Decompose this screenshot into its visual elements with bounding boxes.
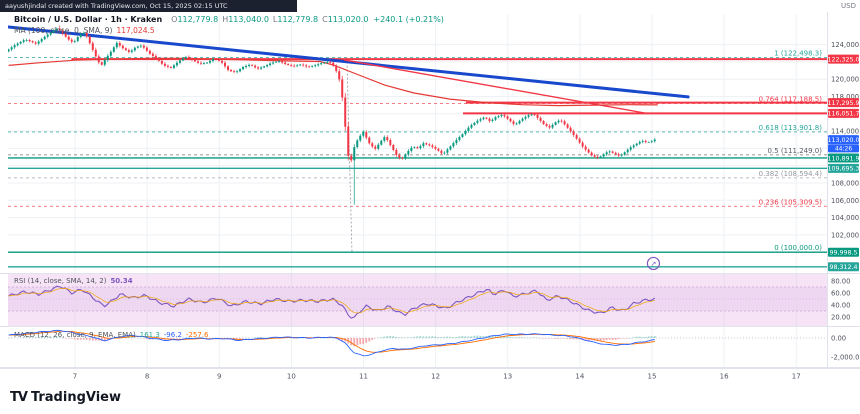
- macd-signal-value: -257.6: [185, 331, 209, 339]
- time-tick-label: 13: [503, 373, 512, 381]
- price-tick-label: 106,000.0: [831, 197, 860, 205]
- low-label: L: [272, 15, 278, 24]
- price-label-chip: [828, 262, 859, 272]
- fib-level-label: 1 (122,498.3): [774, 50, 822, 58]
- fib-level-label: 0 (100,000.0): [774, 244, 822, 252]
- svg-text:116,051.7: 116,051.7: [827, 111, 859, 118]
- ma-legend[interactable]: MA (100, close, 0, SMA, 9) 117,024.5: [14, 26, 155, 35]
- time-tick-label: 9: [217, 373, 221, 381]
- symbol-title[interactable]: Bitcoin / U.S. Dollar · 1h · Kraken: [14, 15, 163, 24]
- price-label-chip: [828, 108, 859, 118]
- ma-legend-value: 117,024.5: [116, 26, 155, 35]
- fib-level-label: 0.236 (105,309.5): [759, 198, 823, 206]
- svg-text:109,695.3: 109,695.3: [827, 166, 859, 173]
- macd-tick-label: -2,000.0: [831, 354, 859, 362]
- time-tick-label: 14: [575, 373, 584, 381]
- fib-level-label: 0.5 (111,249.0): [768, 147, 823, 155]
- fib-level-label: 0.618 (113,901.8): [759, 124, 823, 132]
- price-pane[interactable]: ↗: [8, 14, 828, 273]
- rsi-tick-label: 80.00: [831, 278, 850, 286]
- time-tick-label: 8: [145, 373, 149, 381]
- svg-text:110,891.9: 110,891.9: [827, 155, 859, 162]
- fib-level-label: 0.382 (108,594.4): [759, 170, 823, 178]
- fib-level-label: 0.764 (117,188.5): [759, 96, 823, 104]
- price-tick-label: 108,000.0: [831, 180, 860, 188]
- price-label-chip: [828, 98, 859, 108]
- publication-info-bar: aayushjindal created with TradingView.co…: [0, 0, 297, 12]
- time-tick-label: 12: [431, 373, 440, 381]
- time-tick-label: 7: [73, 373, 77, 381]
- price-tick-label: 114,000.0: [831, 128, 860, 136]
- open-label: O: [171, 15, 178, 24]
- svg-text:↗: ↗: [651, 260, 657, 268]
- price-label-chip: [828, 153, 859, 163]
- price-label-chip: [828, 54, 859, 64]
- change-value: +240.1 (+0.21%): [373, 15, 444, 24]
- svg-text:122,325.0: 122,325.0: [827, 56, 859, 63]
- low-value: 112,779.8: [277, 15, 319, 24]
- svg-text:98,312.4: 98,312.4: [829, 264, 857, 271]
- publication-info-text: aayushjindal created with TradingView.co…: [5, 2, 228, 10]
- price-tick-label: 102,000.0: [831, 231, 860, 239]
- circled-arrow-annotation[interactable]: [646, 256, 661, 271]
- svg-text:99,998.5: 99,998.5: [829, 250, 857, 257]
- currency-label: USD: [841, 2, 856, 10]
- rsi-tick-label: 60.00: [831, 290, 850, 298]
- rsi-legend-label: RSI (14, close, SMA, 14, 2): [14, 277, 107, 285]
- svg-text:113,020.0: 113,020.0: [827, 137, 859, 144]
- macd-legend[interactable]: MACD (12, 26, close, 9, EMA, EMA) 161.3 -9…: [14, 331, 208, 339]
- price-tick-label: 120,000.0: [831, 76, 860, 84]
- price-tick-label: 118,000.0: [831, 93, 860, 101]
- svg-text:117,295.9: 117,295.9: [827, 100, 859, 107]
- price-label-chip: [828, 135, 859, 145]
- price-label-chip: [828, 247, 859, 257]
- rsi-legend[interactable]: RSI (14, close, SMA, 14, 2) 50.34: [14, 277, 133, 285]
- time-tick-label: 15: [648, 373, 657, 381]
- symbol-legend[interactable]: Bitcoin / U.S. Dollar · 1h · Kraken O112,…: [14, 15, 444, 24]
- close-label: C: [322, 15, 328, 24]
- svg-text:44:26: 44:26: [835, 145, 852, 152]
- time-tick-label: 10: [287, 373, 296, 381]
- ma-legend-label: MA (100, close, 0, SMA, 9): [14, 26, 113, 35]
- time-tick-label: 11: [359, 373, 368, 381]
- price-scale[interactable]: 124,000.0 120,000.0 118,000.0 114,000.0 108,…: [827, 41, 860, 361]
- price-tick-label: 124,000.0: [831, 41, 860, 49]
- tradingview-logo-text: TradingView: [30, 390, 121, 405]
- macd-line-value: -96.2: [163, 331, 182, 339]
- tradingview-logo[interactable]: TV TradingView: [10, 390, 121, 405]
- tradingview-logo-icon: TV: [10, 390, 28, 405]
- high-value: 113,040.0: [228, 15, 269, 24]
- close-value: 113,020.0: [327, 15, 369, 24]
- macd-legend-label: MACD (12, 26, close, 9, EMA, EMA): [14, 331, 136, 339]
- macd-pane[interactable]: [8, 327, 828, 367]
- time-tick-label: 17: [792, 373, 801, 381]
- open-value: 112,779.8: [177, 15, 219, 24]
- rsi-tick-label: 40.00: [831, 302, 850, 310]
- macd-tick-label: 0.00: [831, 335, 846, 343]
- high-label: H: [222, 15, 229, 24]
- countdown-chip: [828, 144, 859, 153]
- macd-hist-value: 161.3: [139, 331, 160, 339]
- rsi-legend-value: 50.34: [110, 277, 133, 285]
- price-label-chip: [828, 163, 859, 173]
- rsi-tick-label: 20.00: [831, 314, 850, 322]
- time-scale[interactable]: 7 8 9 10 11 12 13 14 15 16 17: [0, 368, 860, 383]
- time-tick-label: 16: [720, 373, 729, 381]
- rsi-pane[interactable]: [8, 274, 828, 326]
- price-tick-label: 104,000.0: [831, 214, 860, 222]
